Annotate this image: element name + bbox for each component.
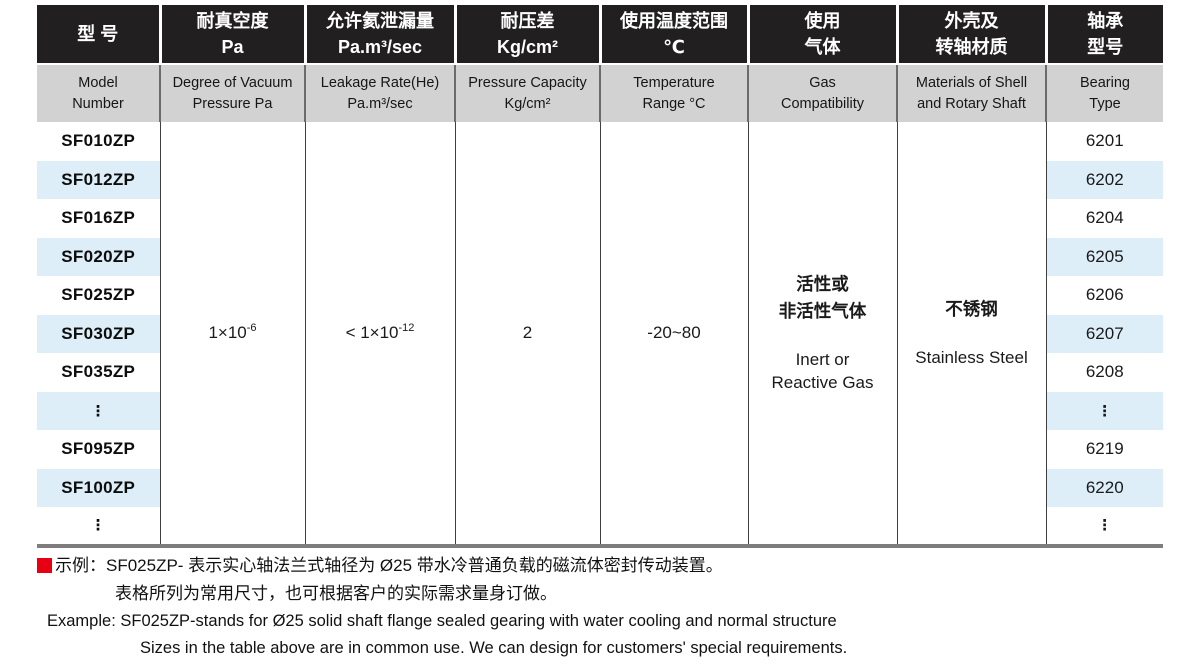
table-row-ellipsis: ⋮ ⋮ [37, 391, 1163, 430]
col-header-model-en: Model Number [37, 64, 160, 122]
table-row: SF035ZP 6208 [37, 353, 1163, 392]
table-body: SF010ZP 1×10-6 < 1×10-12 2 -20~80 活性或 非活… [37, 122, 1163, 546]
bearing-cell: 6205 [1045, 237, 1163, 276]
bearing-cell: 6219 [1045, 430, 1163, 469]
model-cell: SF095ZP [61, 439, 136, 459]
col-header-pressure-cn: 耐压差 Kg/cm² [453, 5, 600, 65]
col-header-gas-en: Gas Compatibility [747, 64, 897, 122]
bearing-cell: 6202 [1045, 160, 1163, 199]
footnotes: 示例：SF025ZP- 表示实心轴法兰式轴径为 Ø25 带水冷普通负载的磁流体密… [37, 552, 1192, 662]
table-row: SF010ZP 1×10-6 < 1×10-12 2 -20~80 活性或 非活… [37, 122, 1163, 546]
table-row: SF095ZP 6219 [37, 430, 1163, 469]
red-square-bullet-icon [37, 558, 52, 573]
col-header-temperature-en: Temperature Range °C [599, 64, 748, 122]
vacuum-value-cell: 1×10-6 [159, 122, 305, 546]
col-header-material-en: Materials of Shell and Rotary Shaft [896, 64, 1046, 122]
note-cn-line2: 表格所列为常用尺寸，也可根据客户的实际需求量身订做。 [115, 584, 557, 603]
model-cell: SF016ZP [61, 208, 136, 228]
table-row: SF025ZP 6206 [37, 276, 1163, 315]
col-header-pressure-en: Pressure Capacity Kg/cm² [454, 64, 600, 122]
col-header-gas-cn: 使用 气体 [746, 5, 897, 65]
bearing-cell: 6206 [1045, 276, 1163, 315]
pressure-value-cell: 2 [454, 122, 600, 546]
leakage-exponent: -12 [398, 321, 415, 334]
table-row: SF012ZP 6202 [37, 160, 1163, 199]
bearing-cell: 6201 [1045, 122, 1163, 161]
model-cell: SF035ZP [61, 362, 136, 382]
bearing-ellipsis: ⋮ [1045, 507, 1163, 546]
note-en-line1: Example: SF025ZP-stands for Ø25 solid sh… [47, 612, 837, 630]
model-cell: SF025ZP [61, 285, 136, 305]
seal-spec-table: 型 号 耐真空度 Pa 允许氦泄漏量 Pa.m³/sec 耐压差 Kg/cm² … [37, 5, 1163, 548]
table-row: SF016ZP 6204 [37, 199, 1163, 238]
vacuum-value: 1×10 [208, 322, 247, 342]
col-header-leakage-en: Leakage Rate(He) Pa.m³/sec [304, 64, 455, 122]
col-header-bearing-en: Bearing Type [1045, 64, 1163, 122]
col-header-bearing-cn: 轴承 型号 [1044, 5, 1163, 65]
col-header-vacuum-cn: 耐真空度 Pa [158, 5, 305, 65]
col-header-material-cn: 外壳及 转轴材质 [895, 5, 1046, 65]
model-cell: SF100ZP [37, 468, 160, 507]
leakage-value-cell: < 1×10-12 [304, 122, 455, 546]
material-value-cn: 不锈钢 [945, 298, 998, 319]
col-header-leakage-cn: 允许氦泄漏量 Pa.m³/sec [303, 5, 455, 65]
table-row: SF030ZP 6207 [37, 314, 1163, 353]
material-value-en: Stainless Steel [915, 347, 1028, 367]
model-ellipsis: ⋮ [90, 517, 106, 535]
model-cell: SF012ZP [37, 160, 160, 199]
col-header-vacuum-en: Degree of Vacuum Pressure Pa [159, 64, 305, 122]
bearing-cell: 6207 [1045, 314, 1163, 353]
temperature-value-cell: -20~80 [599, 122, 748, 546]
bearing-cell: 6204 [1045, 199, 1163, 238]
bearing-ellipsis: ⋮ [1045, 391, 1163, 430]
gas-value-cn: 活性或 非活性气体 [778, 273, 867, 321]
note-en-line2: Sizes in the table above are in common u… [140, 639, 848, 657]
model-cell: SF030ZP [37, 314, 160, 353]
note-cn-line1-text: 示例：SF025ZP- 表示实心轴法兰式轴径为 Ø25 带水冷普通负载的磁流体密… [55, 556, 723, 575]
model-cell: SF020ZP [37, 237, 160, 276]
bearing-cell: 6220 [1045, 468, 1163, 507]
material-value-cell: 不锈钢 Stainless Steel [896, 122, 1046, 546]
table-row: SF020ZP 6205 [37, 237, 1163, 276]
table-row-ellipsis: ⋮ ⋮ [37, 507, 1163, 546]
leakage-value: < 1×10 [345, 322, 399, 342]
col-header-temperature-cn: 使用温度范围 ℃ [598, 5, 748, 65]
table-row: SF100ZP 6220 [37, 468, 1163, 507]
model-cell: SF010ZP [61, 131, 136, 151]
table-header: 型 号 耐真空度 Pa 允许氦泄漏量 Pa.m³/sec 耐压差 Kg/cm² … [37, 5, 1163, 122]
gas-value-cell: 活性或 非活性气体 Inert or Reactive Gas [747, 122, 897, 546]
header-row-en: Model Number Degree of Vacuum Pressure P… [37, 64, 1163, 122]
note-cn-line1: 示例：SF025ZP- 表示实心轴法兰式轴径为 Ø25 带水冷普通负载的磁流体密… [37, 552, 1192, 580]
model-ellipsis: ⋮ [37, 391, 160, 430]
bearing-cell: 6208 [1045, 353, 1163, 392]
gas-value-en: Inert or Reactive Gas [771, 349, 874, 392]
col-header-model-cn: 型 号 [37, 5, 160, 65]
vacuum-exponent: -6 [246, 321, 257, 334]
header-row-cn: 型 号 耐真空度 Pa 允许氦泄漏量 Pa.m³/sec 耐压差 Kg/cm² … [37, 5, 1163, 65]
